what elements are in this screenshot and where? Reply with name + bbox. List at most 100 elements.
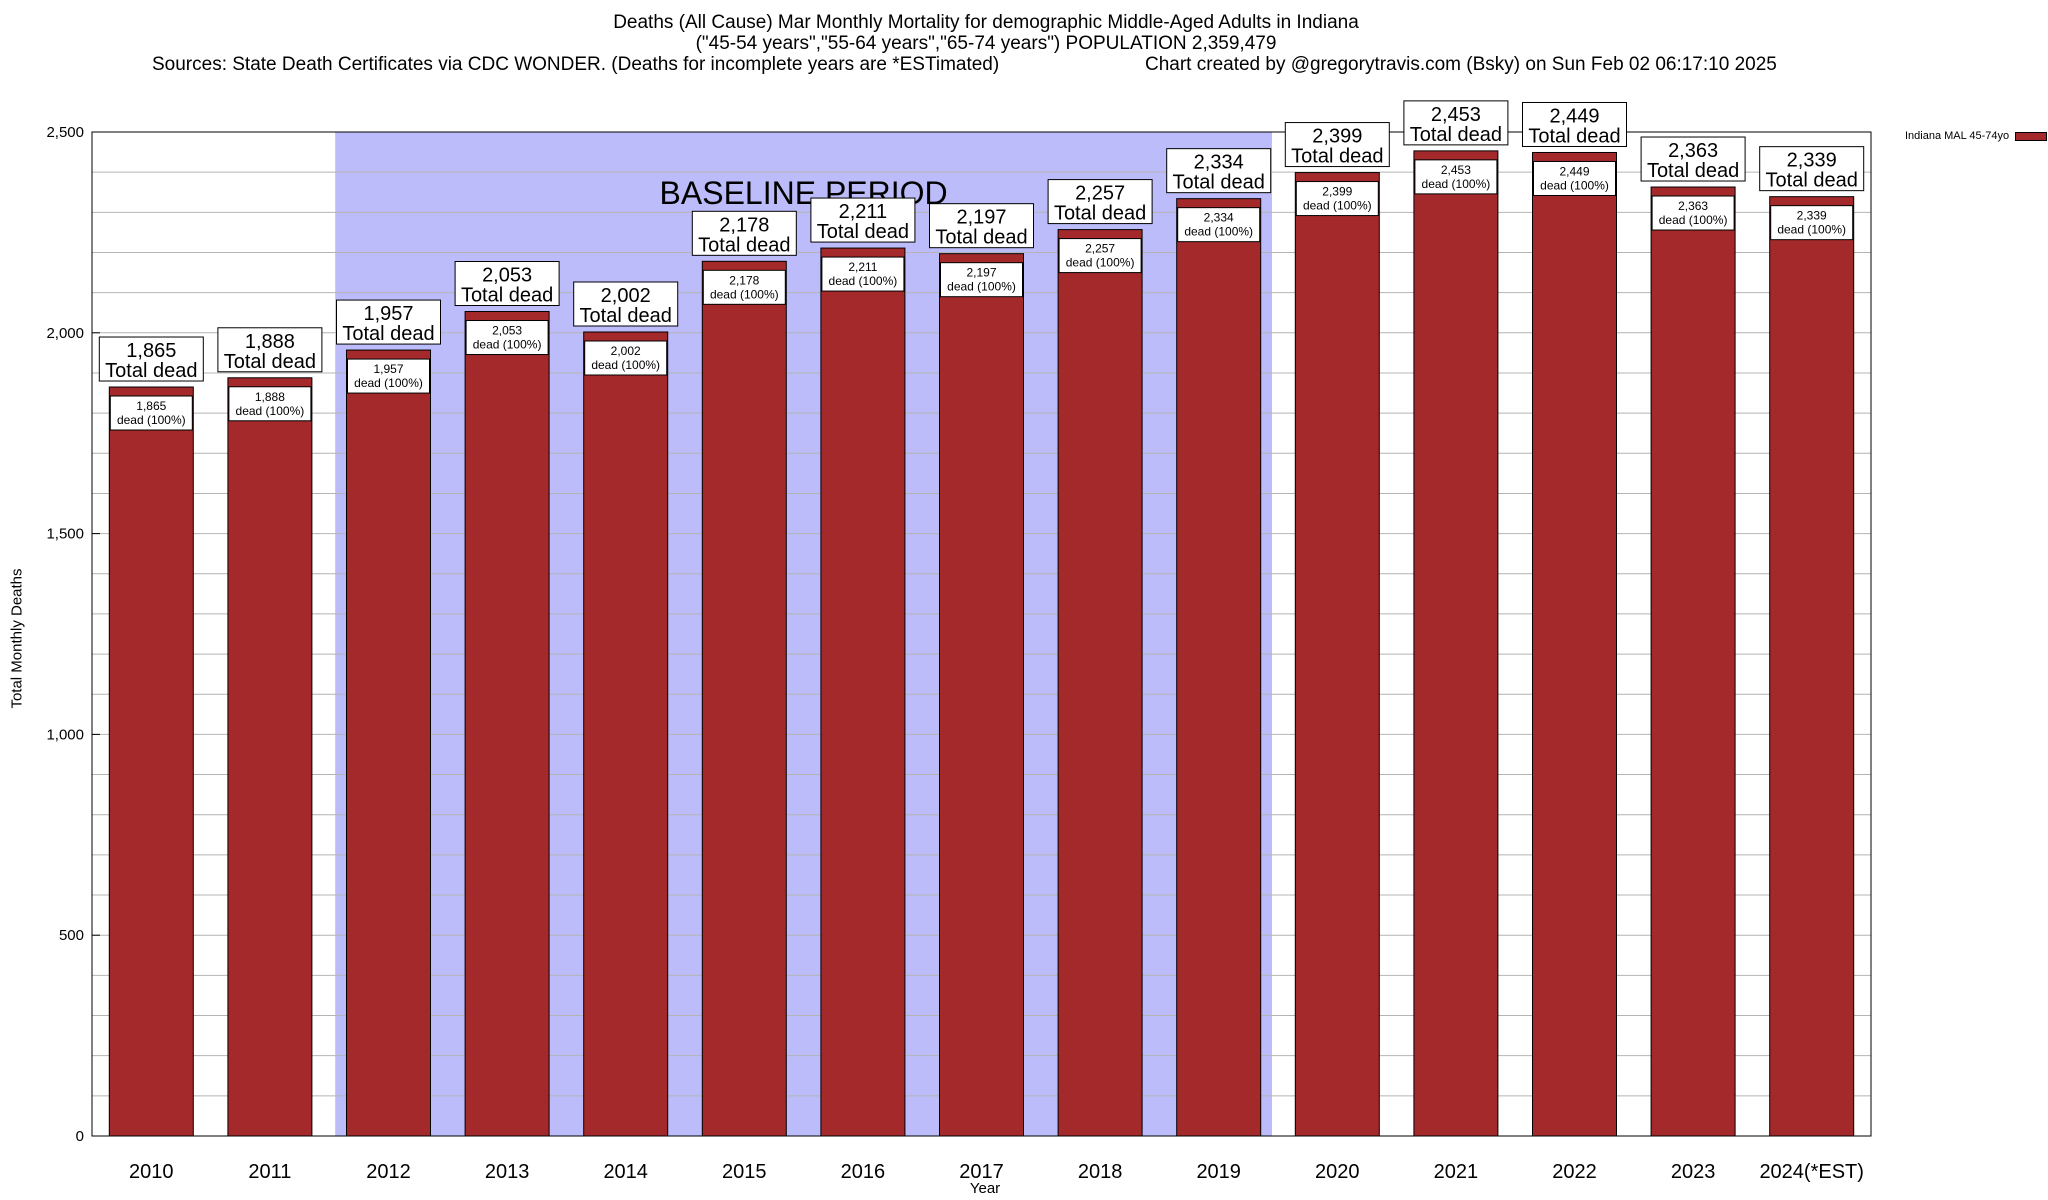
bar-inner-label-box — [1058, 238, 1142, 274]
bar-inner-label-box — [1651, 195, 1735, 231]
chart-title: Deaths (All Cause) Mar Monthly Mortality… — [613, 12, 1359, 33]
bar-inner-percent-label: dead (100%) — [829, 274, 898, 288]
x-tick-label: 2023 — [1671, 1161, 1716, 1183]
bar-top-total-label: Total dead — [1647, 160, 1739, 182]
bar-top-label-box — [1759, 146, 1865, 192]
bar-top-label-box — [217, 327, 323, 373]
bar-inner-value-label: 2,453 — [1441, 163, 1471, 177]
x-tick-label: 2017 — [959, 1161, 1004, 1183]
bar-top-total-label: Total dead — [1054, 203, 1146, 225]
x-tick-label: 2010 — [129, 1161, 174, 1183]
bar-inner-percent-label: dead (100%) — [710, 287, 779, 301]
bar-top-total-label: Total dead — [580, 305, 672, 327]
x-tick-label: 2020 — [1315, 1161, 1360, 1183]
bar-top-label-box — [98, 336, 204, 382]
chart-source: Sources: State Death Certificates via CD… — [152, 54, 1000, 75]
bar-top-label-box — [336, 299, 441, 345]
bar-inner-label-box — [228, 386, 312, 422]
bar-top-label-box — [1284, 122, 1390, 168]
bar-inner-percent-label: dead (100%) — [1184, 225, 1253, 239]
bar-inner-value-label: 1,888 — [255, 390, 285, 404]
bar-inner-label-box — [821, 256, 905, 292]
bar-inner-label-box — [109, 395, 193, 431]
bar-top-label-box — [810, 197, 916, 243]
bar-top-label-box — [573, 281, 679, 327]
x-tick-label: 2011 — [248, 1161, 291, 1183]
bar — [108, 386, 194, 1137]
x-tick-label: 2012 — [366, 1161, 411, 1183]
bar-inner-value-label: 2,339 — [1797, 209, 1827, 223]
bar-top-total-label: Total dead — [461, 285, 553, 307]
bar-inner-value-label: 2,363 — [1678, 199, 1708, 213]
bar-inner-percent-label: dead (100%) — [1066, 256, 1135, 270]
bar-inner-percent-label: dead (100%) — [1659, 213, 1728, 227]
bar-top-total-label: Total dead — [1173, 172, 1265, 194]
x-tick-label: 2018 — [1078, 1161, 1123, 1183]
bar — [1532, 151, 1617, 1137]
bar-inner-percent-label: dead (100%) — [947, 280, 1016, 294]
bar-inner-percent-label: dead (100%) — [236, 404, 305, 418]
bar-top-total-label: Total dead — [698, 234, 790, 256]
bar-inner-label-box — [940, 262, 1023, 298]
bar-inner-percent-label: dead (100%) — [591, 358, 660, 372]
bar-top-value-label: 2,211 — [839, 201, 888, 223]
bar-inner-label-box — [702, 269, 786, 305]
bar-top-value-label: 2,257 — [1075, 183, 1125, 205]
x-tick-label: 2014 — [603, 1161, 648, 1183]
bar-inner-value-label: 2,178 — [729, 273, 759, 287]
bar-inner-value-label: 2,211 — [848, 260, 877, 274]
bar-top-value-label: 2,449 — [1549, 105, 1599, 127]
x-tick-label: 2013 — [485, 1161, 530, 1183]
bar-top-total-label: Total dead — [817, 221, 909, 243]
bar — [701, 260, 787, 1137]
bar-top-label-box — [1403, 100, 1509, 146]
bar-top-total-label: Total dead — [1528, 125, 1620, 147]
bar-inner-value-label: 2,257 — [1085, 242, 1115, 256]
bar-inner-percent-label: dead (100%) — [1422, 177, 1491, 191]
bar-top-label-box — [691, 210, 797, 256]
x-tick-label: 2016 — [841, 1161, 886, 1183]
bar — [939, 253, 1024, 1137]
x-tick-label: 2015 — [722, 1161, 767, 1183]
bar-inner-value-label: 2,053 — [492, 324, 522, 338]
bar-inner-label-box — [1770, 205, 1854, 241]
bar-top-value-label: 1,888 — [245, 331, 295, 353]
bar-inner-percent-label: dead (100%) — [1777, 223, 1846, 237]
bar-top-total-label: Total dead — [342, 323, 434, 345]
bar-top-label-box — [454, 261, 560, 307]
bar-inner-label-box — [347, 358, 430, 394]
bar-top-value-label: 1,957 — [363, 303, 413, 325]
y-tick-label: 2,500 — [46, 124, 84, 141]
bar-top-label-box — [1166, 148, 1272, 194]
bar-top-value-label: 1,865 — [126, 340, 176, 362]
legend-swatch — [2015, 131, 2048, 141]
bar-top-label-box — [1522, 101, 1627, 147]
bar — [820, 247, 906, 1137]
y-tick-label: 1,500 — [46, 526, 84, 543]
bar — [1057, 229, 1143, 1137]
bar-inner-value-label: 1,957 — [373, 362, 403, 376]
bar-top-label-box — [929, 203, 1034, 249]
bar-top-total-label: Total dead — [935, 227, 1027, 249]
x-axis-label: Year — [969, 1180, 1001, 1197]
x-tick-label: 2024(*EST) — [1759, 1161, 1864, 1183]
bar-inner-value-label: 1,865 — [136, 399, 166, 413]
y-tick-label: 2,000 — [46, 325, 84, 342]
bar-top-value-label: 2,178 — [719, 214, 769, 236]
bar-top-value-label: 2,053 — [482, 265, 532, 287]
chart-credit: Chart created by @gregorytravis.com (Bsk… — [1145, 54, 1777, 75]
y-tick-label: 1,000 — [46, 726, 84, 743]
bar-inner-label-box — [1295, 181, 1379, 217]
chart-subtitle: ("45-54 years","55-64 years","65-74 year… — [695, 33, 1277, 54]
bar-top-total-label: Total dead — [1410, 124, 1502, 146]
legend-label: Indiana MAL 45-74yo — [1905, 130, 2010, 142]
legend: Indiana MAL 45-74yo — [1905, 130, 2048, 142]
bar-inner-value-label: 2,449 — [1559, 164, 1589, 178]
bar-inner-label-box — [1177, 207, 1261, 243]
bar-inner-label-box — [465, 320, 549, 356]
bar — [1413, 150, 1499, 1137]
bar-top-value-label: 2,197 — [956, 207, 1006, 229]
bar-inner-percent-label: dead (100%) — [354, 376, 423, 390]
y-tick-label: 0 — [76, 1128, 84, 1145]
